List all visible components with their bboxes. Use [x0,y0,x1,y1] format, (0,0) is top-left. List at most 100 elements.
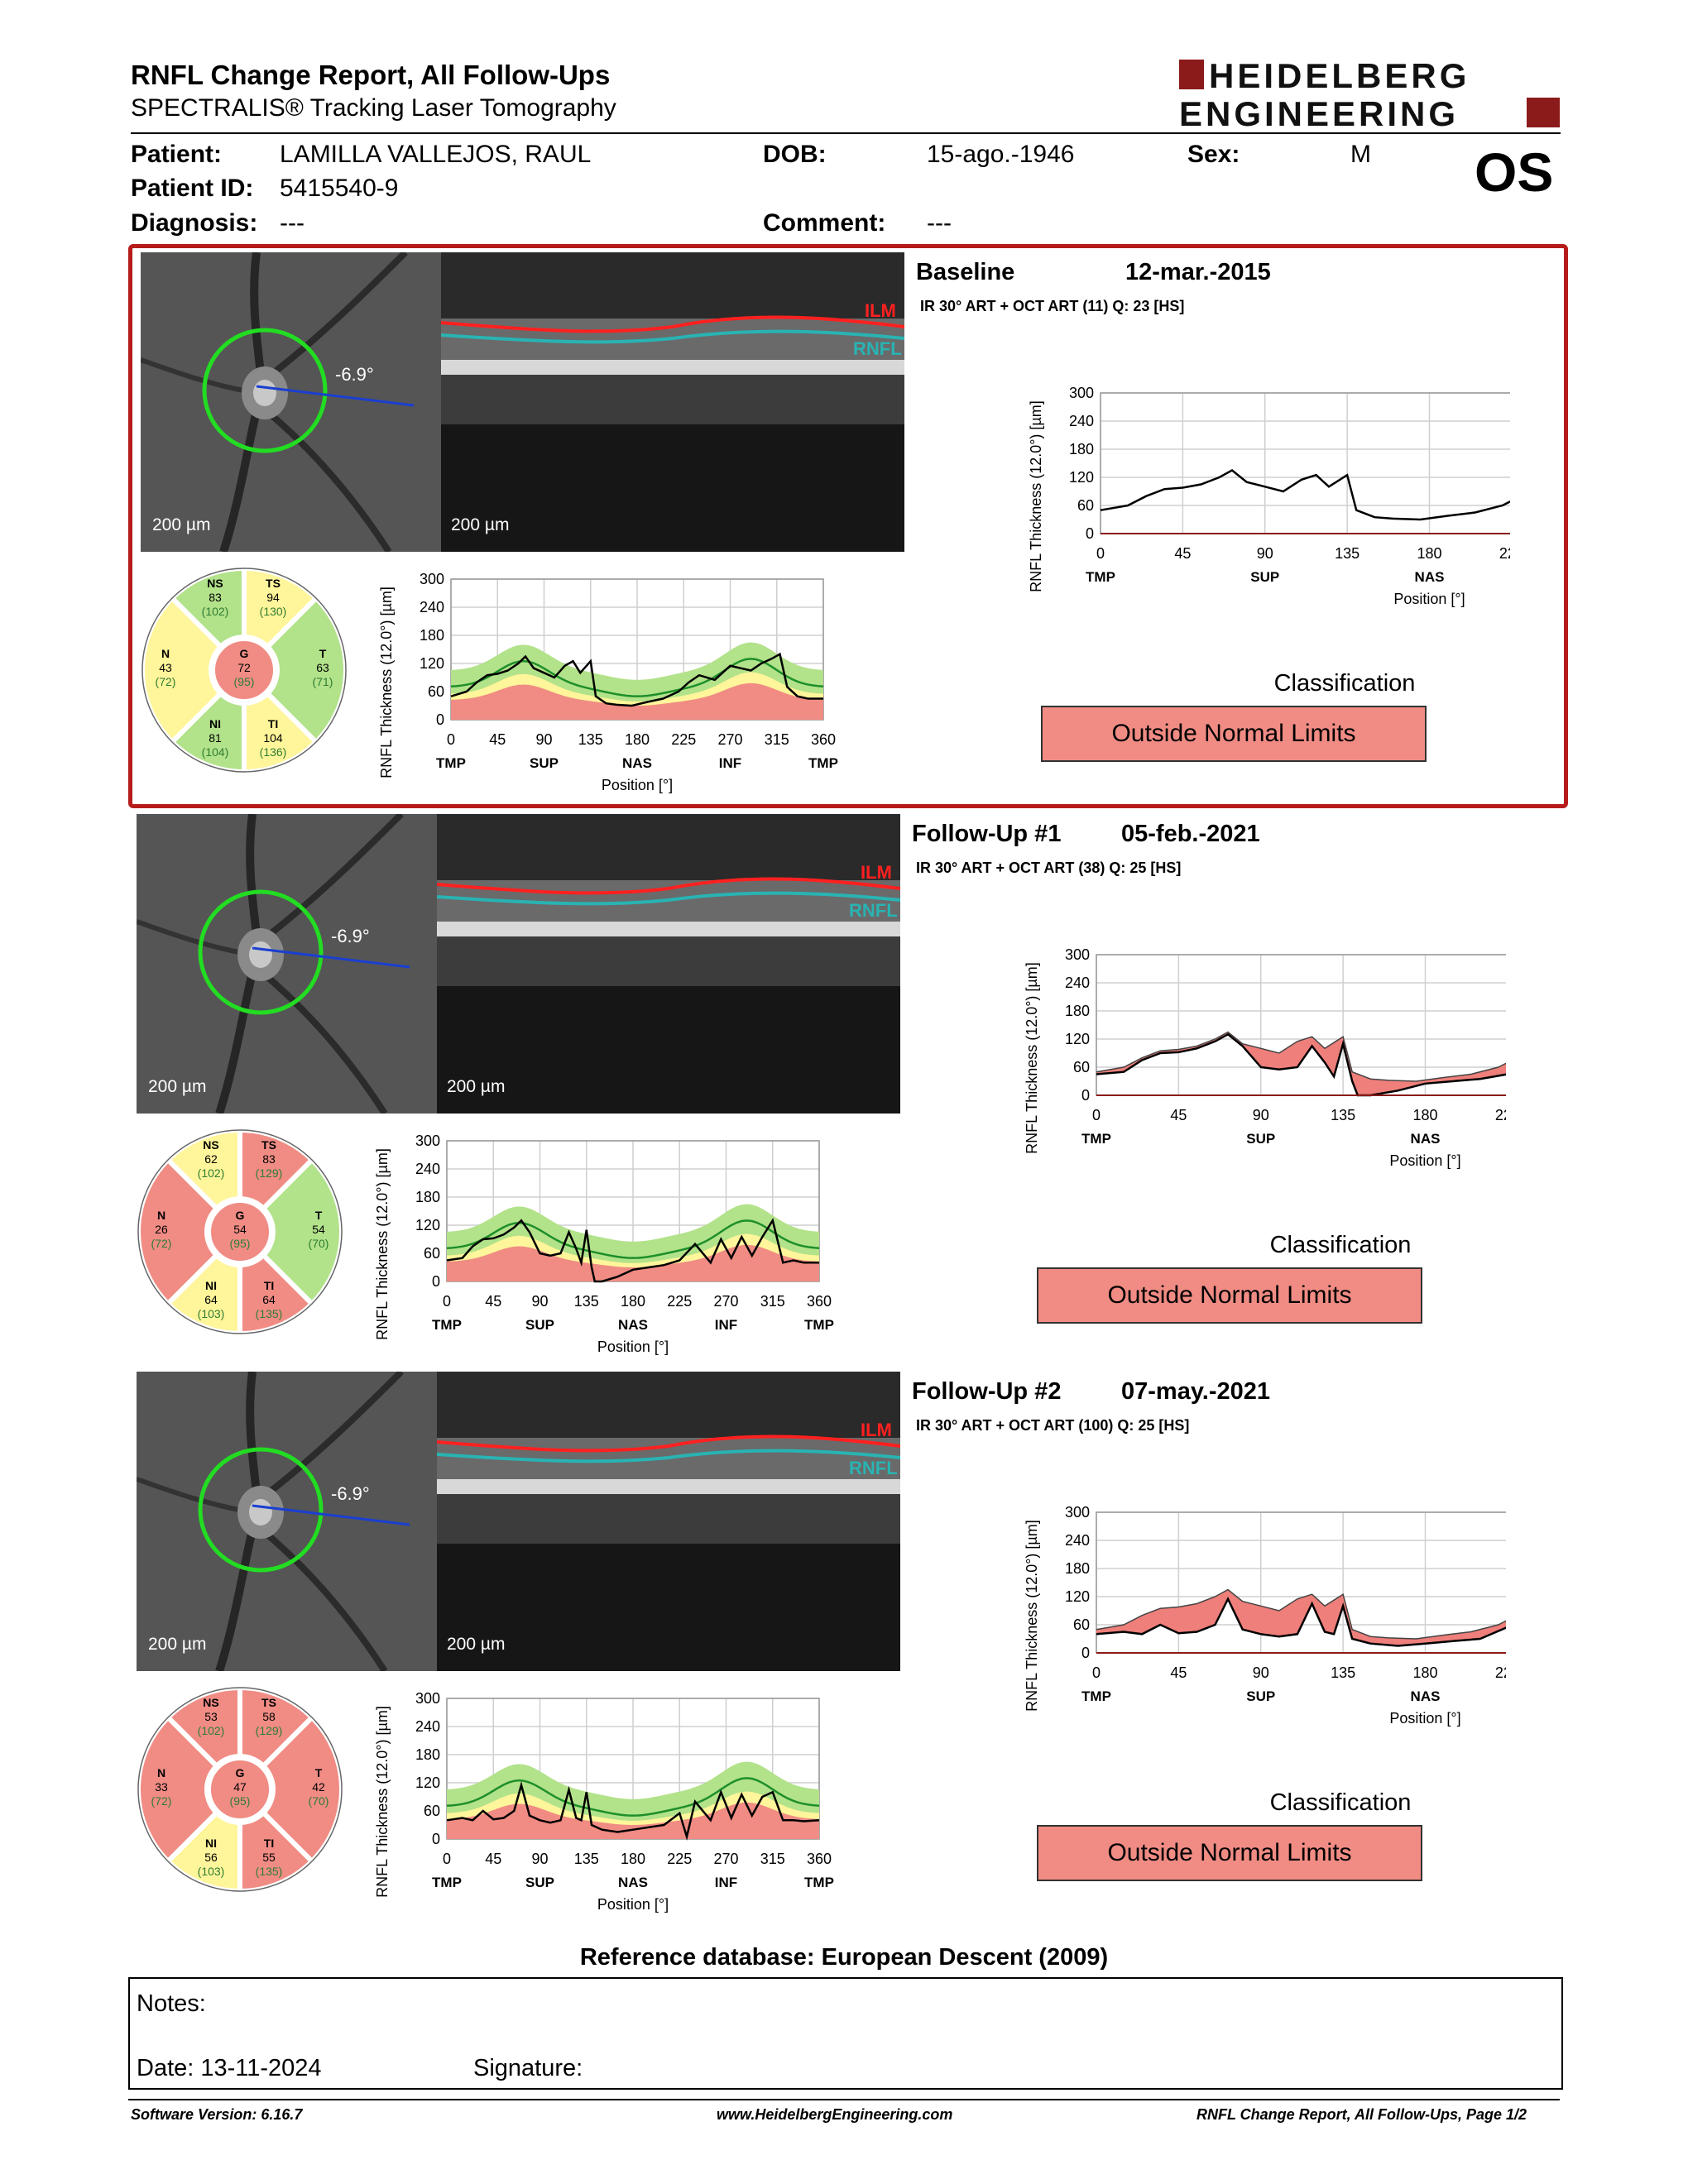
region-label: TMP [436,755,466,771]
y-tick-label: 300 [415,1690,440,1707]
x-tick-label: 0 [1092,1664,1101,1681]
region-label: TMP [804,1317,834,1333]
x-axis-label: Position [°] [597,1339,669,1355]
x-tick-label: 315 [765,731,789,748]
svg-text:(71): (71) [313,675,333,688]
x-tick-label: 315 [760,1293,785,1310]
svg-text:T: T [315,1209,323,1222]
x-tick-label: 90 [1253,1664,1269,1681]
svg-text:56: 56 [204,1851,218,1864]
svg-text:(135): (135) [256,1865,283,1878]
region-label: NAS [618,1875,648,1890]
y-tick-label: 60 [424,1803,440,1819]
x-axis-label: Position [°] [1393,591,1465,607]
y-tick-label: 0 [1086,525,1094,542]
fundus-scale-label: 200 µm [148,1077,207,1096]
sector-g [208,1757,272,1822]
y-tick-label: 180 [1069,441,1094,457]
region-label: NAS [622,755,652,771]
svg-text:(70): (70) [309,1237,329,1250]
followup-profile-line [1096,1596,1506,1647]
y-tick-label: 0 [432,1273,440,1290]
x-tick-label: 0 [443,1293,451,1310]
x-axis-label: Position [°] [1389,1152,1460,1169]
svg-text:(103): (103) [198,1307,225,1320]
region-label: TMP [432,1875,462,1890]
region-label: TMP [1081,1688,1111,1704]
x-tick-label: 225 [667,1293,692,1310]
visit-date: 07-may.-2021 [1121,1378,1271,1405]
x-tick-label: 180 [1412,1107,1437,1123]
svg-text:(129): (129) [256,1166,283,1180]
svg-text:(103): (103) [198,1865,225,1878]
svg-text:(72): (72) [151,1794,172,1808]
svg-text:33: 33 [155,1780,168,1794]
reference-database: Reference database: European Descent (20… [579,1944,1109,1971]
x-tick-label: 90 [531,1851,548,1867]
patient-label: Patient: [131,141,223,168]
svg-text:TS: TS [266,577,281,590]
y-tick-label: 120 [420,655,444,672]
logo-line1: HEIDELBERG [1209,58,1470,95]
svg-text:64: 64 [262,1293,276,1306]
svg-text:94: 94 [266,591,280,604]
sex-value: M [1350,141,1371,168]
visit-date: 12-mar.-2015 [1125,259,1271,285]
region-label: NAS [618,1317,648,1333]
sector-wheel: NS62(102)TS83(129)N26(72)G54(95)T54(70)N… [136,1127,344,1337]
region-label: SUP [530,755,559,771]
classification-label: Classification [1273,670,1416,697]
report-subtitle: SPECTRALIS® Tracking Laser Tomography [131,94,616,122]
svg-text:(102): (102) [198,1724,225,1737]
sector-label-n: N33(72) [151,1766,172,1808]
angle-label: -6.9° [331,926,370,946]
region-label: SUP [525,1875,554,1890]
sector-label-g: G54(95) [230,1209,251,1250]
svg-text:(102): (102) [198,1166,225,1180]
website-link[interactable]: www.HeidelbergEngineering.com [717,2106,953,2123]
y-tick-label: 300 [1065,1504,1090,1521]
normative-rnfl-chart: 0 60 120 180 240 300 0 45 90 135 180 225 270 315 360 TM… [378,571,838,793]
notes-box[interactable]: Notes: Date: 13-11-2024 Signature: [128,1977,1563,2090]
y-tick-label: 300 [415,1133,440,1149]
svg-text:TS: TS [261,1138,276,1152]
y-tick-label: 60 [424,1245,440,1262]
region-label: SUP [1250,569,1279,585]
sector-label-t: T42(70) [309,1766,329,1808]
header-divider [131,132,1561,134]
svg-text:TI: TI [264,1279,274,1292]
x-tick-label: 0 [1092,1107,1101,1123]
x-tick-label: 45 [485,1851,501,1867]
svg-text:53: 53 [204,1710,218,1723]
svg-text:55: 55 [262,1851,276,1864]
region-label: TMP [1086,569,1115,585]
sector-label-t: T63(71) [313,647,333,688]
svg-text:72: 72 [237,661,251,674]
comment-value: --- [927,209,952,237]
region-label: TMP [432,1317,462,1333]
y-tick-label: 240 [420,599,444,615]
change-rnfl-chart: 06012018024030004590135180225270315360TM… [1024,946,1506,1169]
eye-indicator: OS [1475,141,1554,203]
oct-scale-label: 200 µm [447,1077,506,1096]
y-tick-label: 180 [1065,1560,1090,1577]
acquisition-info: IR 30° ART + OCT ART (38) Q: 25 [HS] [916,860,1182,876]
svg-text:42: 42 [312,1780,325,1794]
y-tick-label: 180 [420,627,444,644]
ilm-label: ILM [861,1420,892,1440]
x-tick-label: 180 [1417,545,1441,562]
visit-title: Follow-Up #2 [912,1378,1062,1405]
x-tick-label: 360 [811,731,836,748]
y-tick-label: 60 [428,683,444,700]
svg-text:G: G [236,1209,245,1222]
svg-text:NS: NS [203,1696,218,1709]
rnfl-line [437,891,900,906]
svg-text:TI: TI [264,1837,274,1850]
notes-label: Notes: [137,1990,206,2017]
date-label: Date: 13-11-2024 [137,2055,322,2081]
region-label: SUP [1246,1131,1275,1147]
svg-text:(72): (72) [156,675,176,688]
